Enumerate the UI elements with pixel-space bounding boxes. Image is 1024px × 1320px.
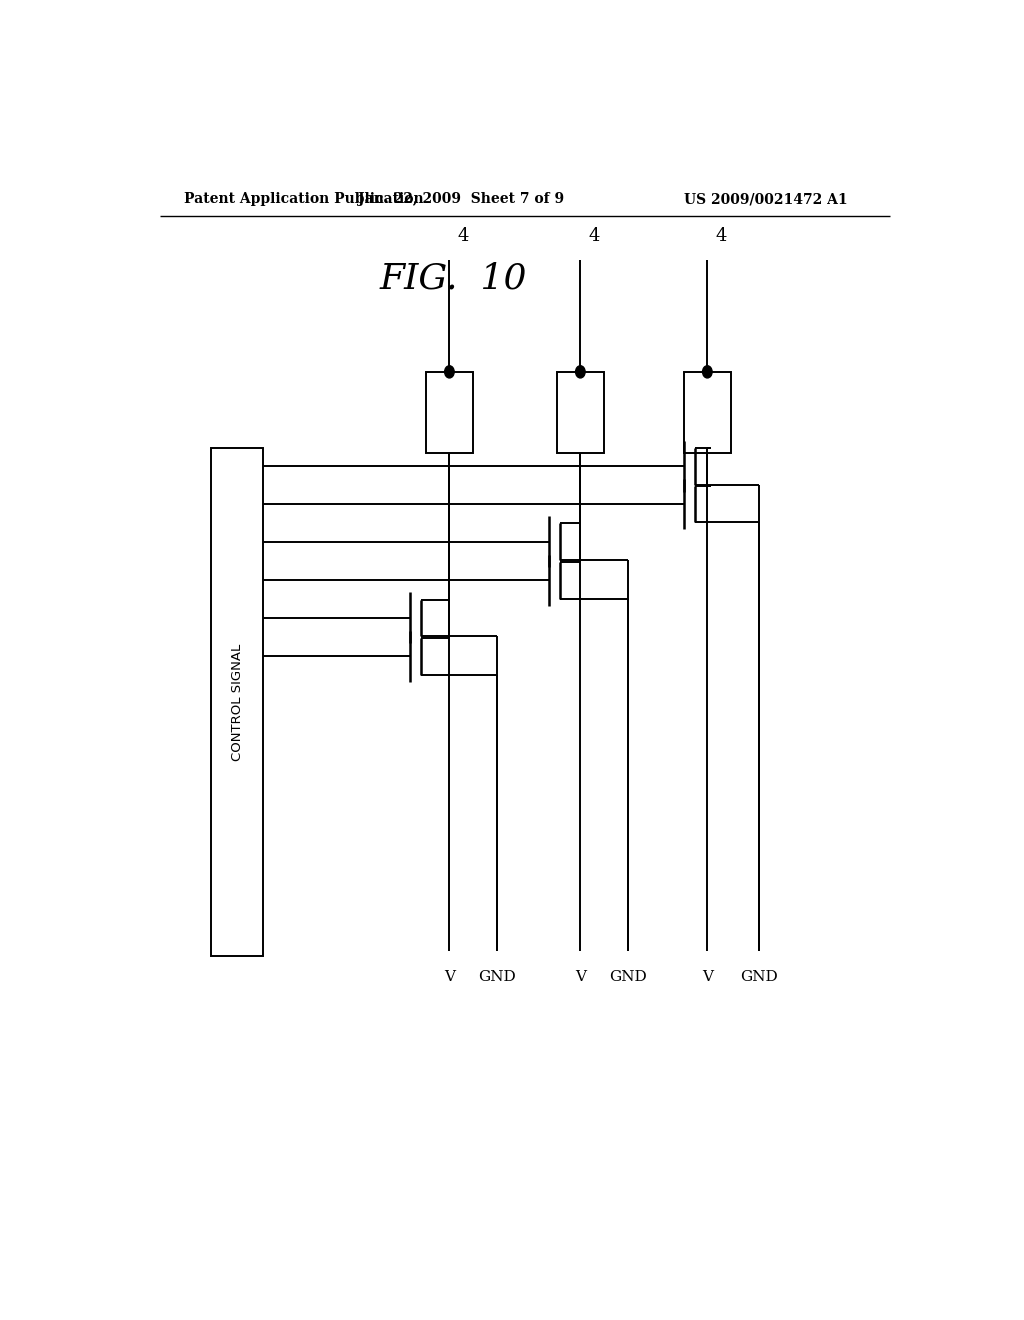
Text: US 2009/0021472 A1: US 2009/0021472 A1 bbox=[684, 191, 847, 206]
Text: V: V bbox=[444, 970, 455, 983]
Text: Jan. 22, 2009  Sheet 7 of 9: Jan. 22, 2009 Sheet 7 of 9 bbox=[358, 191, 564, 206]
Text: 4: 4 bbox=[458, 227, 469, 244]
Bar bbox=[211, 447, 263, 956]
Text: GND: GND bbox=[740, 970, 778, 983]
Text: GND: GND bbox=[609, 970, 647, 983]
Text: GND: GND bbox=[478, 970, 516, 983]
Bar bbox=[684, 372, 731, 453]
Text: Patent Application Publication: Patent Application Publication bbox=[183, 191, 423, 206]
Bar bbox=[426, 372, 473, 453]
Text: FIG.  10: FIG. 10 bbox=[380, 261, 527, 296]
Text: 4: 4 bbox=[715, 227, 727, 244]
Text: V: V bbox=[701, 970, 713, 983]
Text: 4: 4 bbox=[588, 227, 600, 244]
Bar bbox=[556, 372, 604, 453]
Circle shape bbox=[444, 366, 455, 378]
Circle shape bbox=[702, 366, 712, 378]
Text: V: V bbox=[574, 970, 586, 983]
Text: CONTROL SIGNAL: CONTROL SIGNAL bbox=[230, 644, 244, 760]
Circle shape bbox=[575, 366, 585, 378]
